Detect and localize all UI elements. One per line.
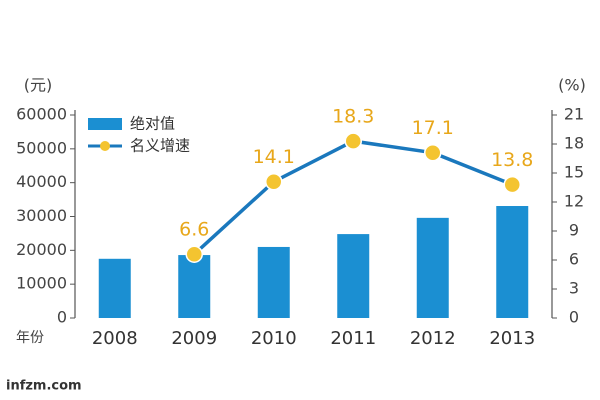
data-label: 13.8 xyxy=(491,149,533,171)
y-tick-label: 20000 xyxy=(16,240,67,259)
legend-swatch xyxy=(88,118,122,130)
line-marker xyxy=(424,143,442,162)
y-tick-label: 60000 xyxy=(16,105,67,124)
x-tick-label: 2008 xyxy=(92,328,138,349)
legend-swatch xyxy=(100,141,110,151)
left-unit: (元) xyxy=(24,76,53,95)
data-label: 18.3 xyxy=(332,106,374,128)
data-label: 14.1 xyxy=(253,146,295,168)
y-tick-label: 10000 xyxy=(16,274,67,293)
y2-tick-label: 21 xyxy=(564,105,584,124)
line-marker xyxy=(344,132,362,150)
bar xyxy=(337,234,370,318)
line-marker xyxy=(185,245,203,263)
y2-tick-label: 15 xyxy=(564,163,584,182)
x-tick-label: 2009 xyxy=(171,328,217,349)
y2-tick-label: 3 xyxy=(569,279,579,298)
bar xyxy=(178,255,211,318)
right-unit: (%) xyxy=(558,76,586,95)
y2-tick-label: 6 xyxy=(569,250,579,269)
bar xyxy=(496,206,529,318)
x-tick-label: 2010 xyxy=(251,328,297,349)
y2-tick-label: 12 xyxy=(564,192,584,211)
y-tick-label: 40000 xyxy=(16,172,67,191)
data-label: 6.6 xyxy=(179,219,209,241)
y-tick-label: 50000 xyxy=(16,138,67,157)
bar xyxy=(98,258,131,318)
data-label: 17.1 xyxy=(412,117,454,139)
legend-label: 名义增速 xyxy=(130,137,190,155)
y2-tick-label: 18 xyxy=(564,134,584,153)
y2-tick-label: 0 xyxy=(569,308,579,327)
y-tick-label: 30000 xyxy=(16,206,67,225)
watermark: infzm.com xyxy=(6,379,82,394)
line-marker xyxy=(265,172,283,191)
x-tick-label: 2012 xyxy=(410,328,456,349)
bar xyxy=(416,217,449,318)
line-marker xyxy=(503,175,521,194)
bar xyxy=(257,246,290,318)
y2-tick-label: 9 xyxy=(569,221,579,240)
legend-label: 绝对值 xyxy=(130,115,175,133)
x-tick-label: 2013 xyxy=(489,328,535,349)
x-tick-label: 2011 xyxy=(330,328,376,349)
y-tick-label: 0 xyxy=(57,308,67,327)
x-axis-label: 年份 xyxy=(16,330,44,346)
